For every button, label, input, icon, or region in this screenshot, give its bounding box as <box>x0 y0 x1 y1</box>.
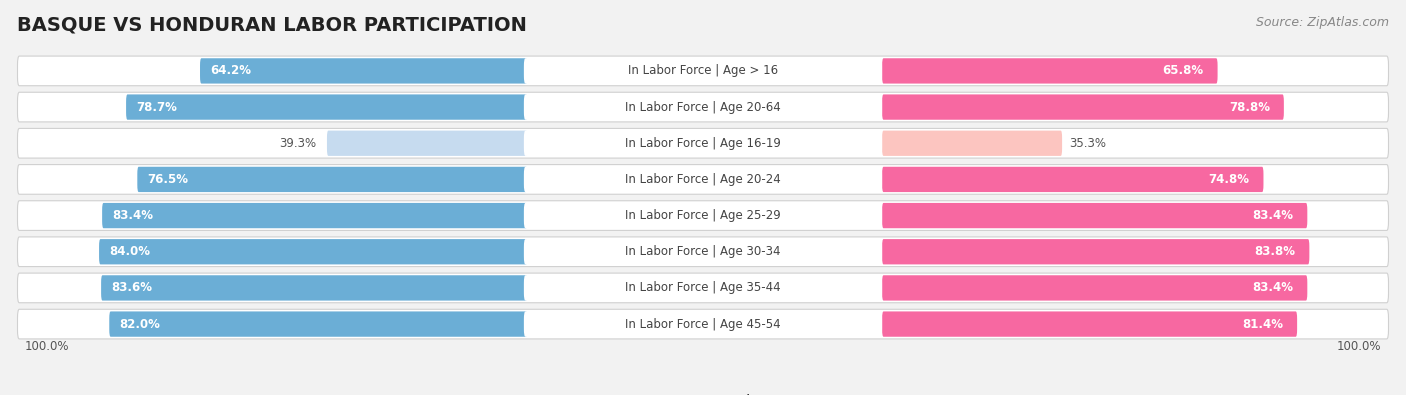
Text: In Labor Force | Age 20-64: In Labor Force | Age 20-64 <box>626 101 780 114</box>
FancyBboxPatch shape <box>17 128 1389 158</box>
FancyBboxPatch shape <box>524 167 882 192</box>
Text: In Labor Force | Age 25-29: In Labor Force | Age 25-29 <box>626 209 780 222</box>
Text: 64.2%: 64.2% <box>211 64 252 77</box>
FancyBboxPatch shape <box>110 311 527 337</box>
FancyBboxPatch shape <box>524 311 882 337</box>
FancyBboxPatch shape <box>524 58 882 84</box>
Text: 65.8%: 65.8% <box>1163 64 1204 77</box>
FancyBboxPatch shape <box>17 56 1389 86</box>
Text: 100.0%: 100.0% <box>1337 340 1382 353</box>
Text: 83.4%: 83.4% <box>1253 209 1294 222</box>
FancyBboxPatch shape <box>98 239 527 264</box>
Legend: Basque, Honduran: Basque, Honduran <box>627 394 779 395</box>
FancyBboxPatch shape <box>17 201 1389 230</box>
FancyBboxPatch shape <box>103 203 527 228</box>
Text: 83.6%: 83.6% <box>111 281 152 294</box>
FancyBboxPatch shape <box>882 239 1309 264</box>
Text: In Labor Force | Age 16-19: In Labor Force | Age 16-19 <box>626 137 780 150</box>
Text: 83.4%: 83.4% <box>112 209 153 222</box>
FancyBboxPatch shape <box>17 273 1389 303</box>
Text: In Labor Force | Age 30-34: In Labor Force | Age 30-34 <box>626 245 780 258</box>
FancyBboxPatch shape <box>328 131 527 156</box>
Text: BASQUE VS HONDURAN LABOR PARTICIPATION: BASQUE VS HONDURAN LABOR PARTICIPATION <box>17 16 527 35</box>
Text: 78.7%: 78.7% <box>136 101 177 114</box>
FancyBboxPatch shape <box>882 58 1218 84</box>
FancyBboxPatch shape <box>17 165 1389 194</box>
FancyBboxPatch shape <box>882 167 1264 192</box>
Text: 84.0%: 84.0% <box>110 245 150 258</box>
FancyBboxPatch shape <box>17 92 1389 122</box>
Text: 78.8%: 78.8% <box>1229 101 1270 114</box>
Text: In Labor Force | Age > 16: In Labor Force | Age > 16 <box>628 64 778 77</box>
Text: 74.8%: 74.8% <box>1209 173 1250 186</box>
Text: In Labor Force | Age 45-54: In Labor Force | Age 45-54 <box>626 318 780 331</box>
FancyBboxPatch shape <box>138 167 527 192</box>
Text: In Labor Force | Age 20-24: In Labor Force | Age 20-24 <box>626 173 780 186</box>
FancyBboxPatch shape <box>17 237 1389 267</box>
Text: 83.4%: 83.4% <box>1253 281 1294 294</box>
Text: 83.8%: 83.8% <box>1254 245 1295 258</box>
FancyBboxPatch shape <box>882 131 1062 156</box>
FancyBboxPatch shape <box>524 239 882 264</box>
FancyBboxPatch shape <box>524 275 882 301</box>
FancyBboxPatch shape <box>882 311 1298 337</box>
FancyBboxPatch shape <box>882 94 1284 120</box>
Text: In Labor Force | Age 35-44: In Labor Force | Age 35-44 <box>626 281 780 294</box>
FancyBboxPatch shape <box>524 131 882 156</box>
Text: 35.3%: 35.3% <box>1069 137 1107 150</box>
FancyBboxPatch shape <box>882 275 1308 301</box>
FancyBboxPatch shape <box>524 94 882 120</box>
FancyBboxPatch shape <box>127 94 527 120</box>
Text: 100.0%: 100.0% <box>24 340 69 353</box>
Text: Source: ZipAtlas.com: Source: ZipAtlas.com <box>1256 16 1389 29</box>
FancyBboxPatch shape <box>17 309 1389 339</box>
Text: 39.3%: 39.3% <box>280 137 316 150</box>
FancyBboxPatch shape <box>882 203 1308 228</box>
Text: 82.0%: 82.0% <box>120 318 160 331</box>
FancyBboxPatch shape <box>101 275 527 301</box>
FancyBboxPatch shape <box>524 203 882 228</box>
Text: 81.4%: 81.4% <box>1243 318 1284 331</box>
Text: 76.5%: 76.5% <box>148 173 188 186</box>
FancyBboxPatch shape <box>200 58 527 84</box>
